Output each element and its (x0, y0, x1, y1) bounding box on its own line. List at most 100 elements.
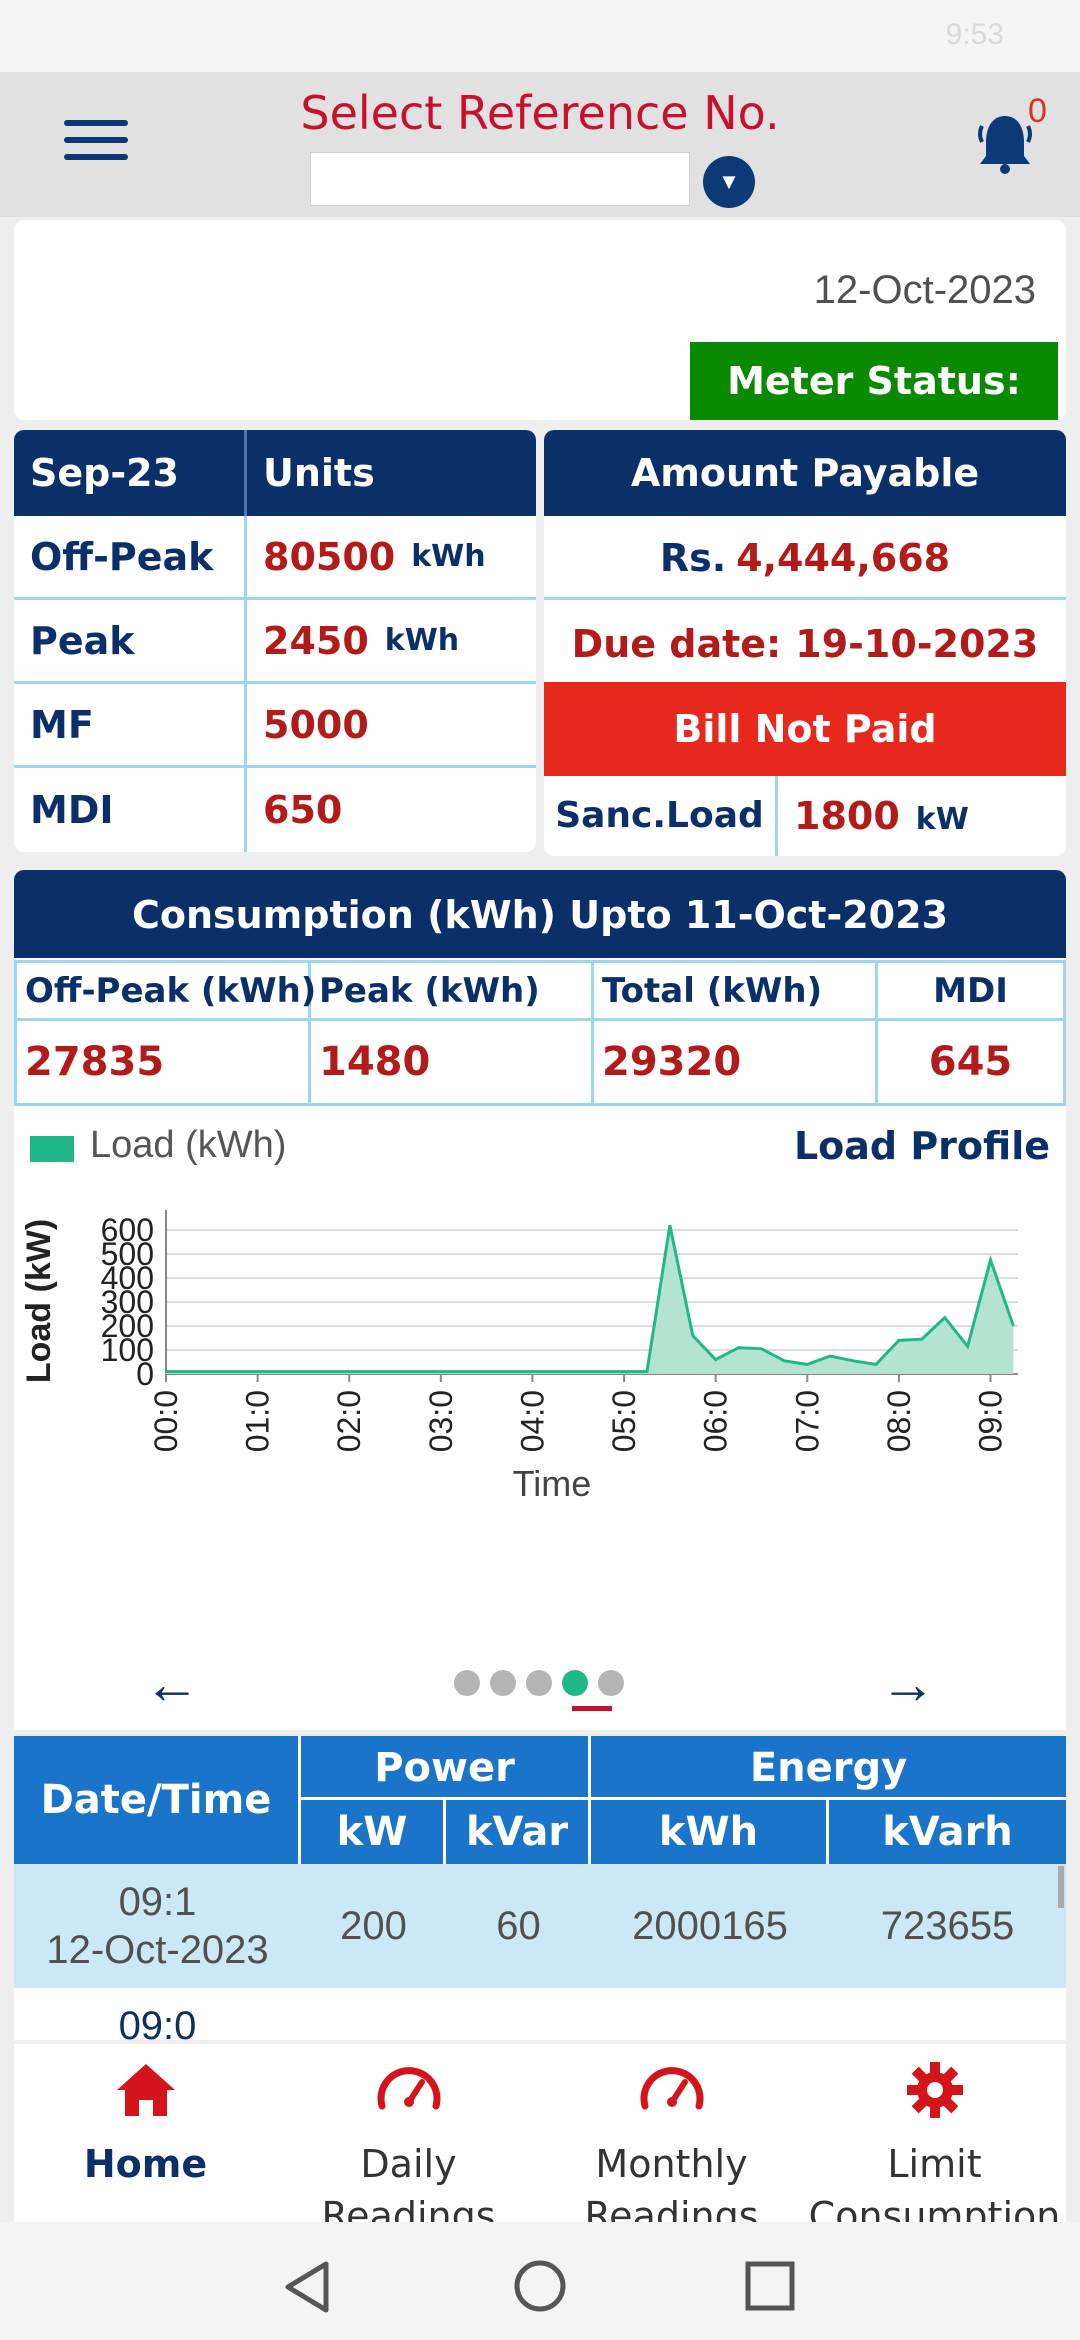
pager-dot[interactable] (454, 1670, 480, 1696)
units-row: Off-Peak 80500 kWh (14, 516, 536, 600)
table-scrollbar[interactable] (1058, 1866, 1064, 1908)
bill-status-badge: Bill Not Paid (544, 682, 1066, 776)
reading-time: 09:1 (118, 1880, 197, 1924)
consumption-column: Total (kWh) 29320 (594, 963, 878, 1103)
energy-header: Energy (591, 1736, 1066, 1800)
y-tick-label: 600 (101, 1212, 154, 1248)
arrow-right-icon[interactable]: → (880, 1652, 936, 1715)
arrow-left-icon[interactable]: ← (144, 1652, 200, 1715)
kwh-header: kWh (591, 1800, 829, 1864)
home-circle-icon[interactable] (512, 2258, 568, 2314)
y-tick-label: 500 (101, 1236, 154, 1272)
gear-icon (906, 2062, 963, 2118)
legend-label: Load (kWh) (90, 1124, 287, 1166)
nav-monthly-readings[interactable]: Monthly Readings (540, 2044, 803, 2238)
x-tick-label: 07:0 (789, 1390, 825, 1452)
system-navigation-bar (0, 2222, 1080, 2340)
x-tick-label: 02:0 (331, 1390, 367, 1452)
due-date-value: 19-10-2023 (795, 622, 1039, 666)
reading-kw: 200 (340, 1904, 407, 1948)
pager-dot[interactable] (598, 1670, 624, 1696)
gauge-icon (377, 2067, 440, 2110)
nav-home[interactable]: Home (14, 2044, 277, 2222)
due-date-row: Due date: 19-10-2023 (544, 602, 1066, 686)
pager-dot[interactable] (526, 1670, 552, 1696)
recents-icon[interactable] (744, 2260, 796, 2312)
reference-select[interactable] (310, 152, 690, 206)
kvar-header: kVar (446, 1800, 591, 1864)
meter-status-label: Meter Status: (727, 359, 1021, 403)
consumption-column: Peak (kWh) 1480 (311, 963, 594, 1103)
x-tick-label: 04:0 (514, 1390, 550, 1452)
x-tick-label: 09:0 (973, 1390, 1009, 1452)
notification-count: 0 (1028, 92, 1047, 130)
units-row: MF 5000 (14, 684, 536, 768)
series-area (166, 1225, 1014, 1374)
consumption-header: Peak (kWh) (311, 963, 591, 1021)
pager-dot-active[interactable] (562, 1670, 588, 1696)
meter-status-badge: Meter Status: On (690, 342, 1058, 481)
load-profile-title[interactable]: Load Profile (793, 1124, 1050, 1168)
page-title: Select Reference No. (300, 86, 780, 140)
pager-dot[interactable] (490, 1670, 516, 1696)
consumption-header: Off-Peak (kWh) (17, 963, 316, 1021)
status-bar: 9:53 (0, 0, 1080, 72)
units-value: 2450 (263, 618, 369, 663)
units-table: Sep-23 Units Off-Peak 80500 kWh Peak 2450… (14, 430, 536, 852)
pager-dots (454, 1670, 654, 1711)
menu-button[interactable] (64, 120, 128, 168)
nav-daily-readings[interactable]: Daily Readings (277, 2044, 540, 2238)
date-card: 12-Oct-2023 Meter Status: On (14, 220, 1066, 481)
amount-header: Amount Payable (544, 430, 1066, 516)
y-tick-label: 100 (101, 1332, 154, 1368)
currency-label: Rs. (659, 536, 727, 580)
units-header: Units (263, 451, 375, 495)
table-row[interactable]: 09:1 12-Oct-2023 200 60 2000165 723655 (14, 1864, 1066, 1988)
status-time: 9:53 (945, 18, 1004, 51)
kvarh-header: kVarh (882, 1809, 1013, 1855)
sanctioned-load-value: 1800 kW (778, 776, 1066, 856)
chart-pager: ← → (14, 1640, 1066, 1730)
home-icon (116, 2064, 175, 2116)
x-tick-label: 08:0 (881, 1390, 917, 1452)
units-table-header: Sep-23 Units (14, 430, 536, 516)
menu-icon-bar (64, 154, 128, 160)
nav-home-label: Home (83, 2142, 208, 2186)
y-tick-label: 400 (101, 1260, 154, 1296)
series-line (166, 1224, 1015, 1374)
menu-icon-bar (64, 137, 128, 143)
consumption-title: Consumption (kWh) Upto 11-Oct-2023 (14, 870, 1066, 958)
bell-icon[interactable] (976, 112, 1034, 174)
amount-value: 4,444,668 (736, 536, 951, 580)
units-row-label: Off-Peak (14, 516, 247, 597)
units-row-label: MF (14, 684, 247, 765)
back-icon[interactable] (282, 2260, 332, 2314)
y-tick-label: 200 (101, 1308, 154, 1344)
consumption-table: Off-Peak (kWh) 27835 Peak (kWh) 1480 Tot… (14, 960, 1066, 1106)
current-date: 12-Oct-2023 (813, 268, 1036, 312)
readings-header: Date/Time Power Energy kW kVar kWh kVarh (14, 1736, 1066, 1864)
kw-header: kW (301, 1800, 446, 1864)
consumption-value: 29320 (602, 1039, 742, 1085)
nav-limit-consumption[interactable]: Limit Consumption (803, 2044, 1066, 2238)
readings-table: Date/Time Power Energy kW kVar kWh kVarh… (14, 1736, 1066, 2040)
reading-time: 09:0 (118, 2004, 197, 2040)
units-unit: kWh (411, 539, 486, 574)
chevron-down-icon[interactable]: ▼ (703, 156, 755, 208)
reading-datetime: 09:1 12-Oct-2023 (14, 1864, 301, 1988)
consumption-header: Total (kWh) (594, 963, 875, 1021)
sanctioned-load-label: Sanc.Load (544, 776, 778, 856)
units-row-label: Peak (14, 600, 247, 681)
x-tick-label: 01:0 (240, 1390, 276, 1452)
datetime-header: Date/Time (14, 1736, 301, 1864)
power-header: Power (301, 1736, 591, 1800)
x-tick-label: 03:0 (423, 1390, 459, 1452)
consumption-header: MDI (878, 963, 1063, 1021)
units-value: 5000 (263, 702, 369, 747)
amount-payable: Rs. 4,444,668 (544, 516, 1066, 600)
x-tick-label: 06:0 (698, 1390, 734, 1452)
units-row: Peak 2450 kWh (14, 600, 536, 684)
table-row[interactable]: 09:0 (14, 1988, 1066, 2040)
units-value: 650 (263, 788, 343, 832)
